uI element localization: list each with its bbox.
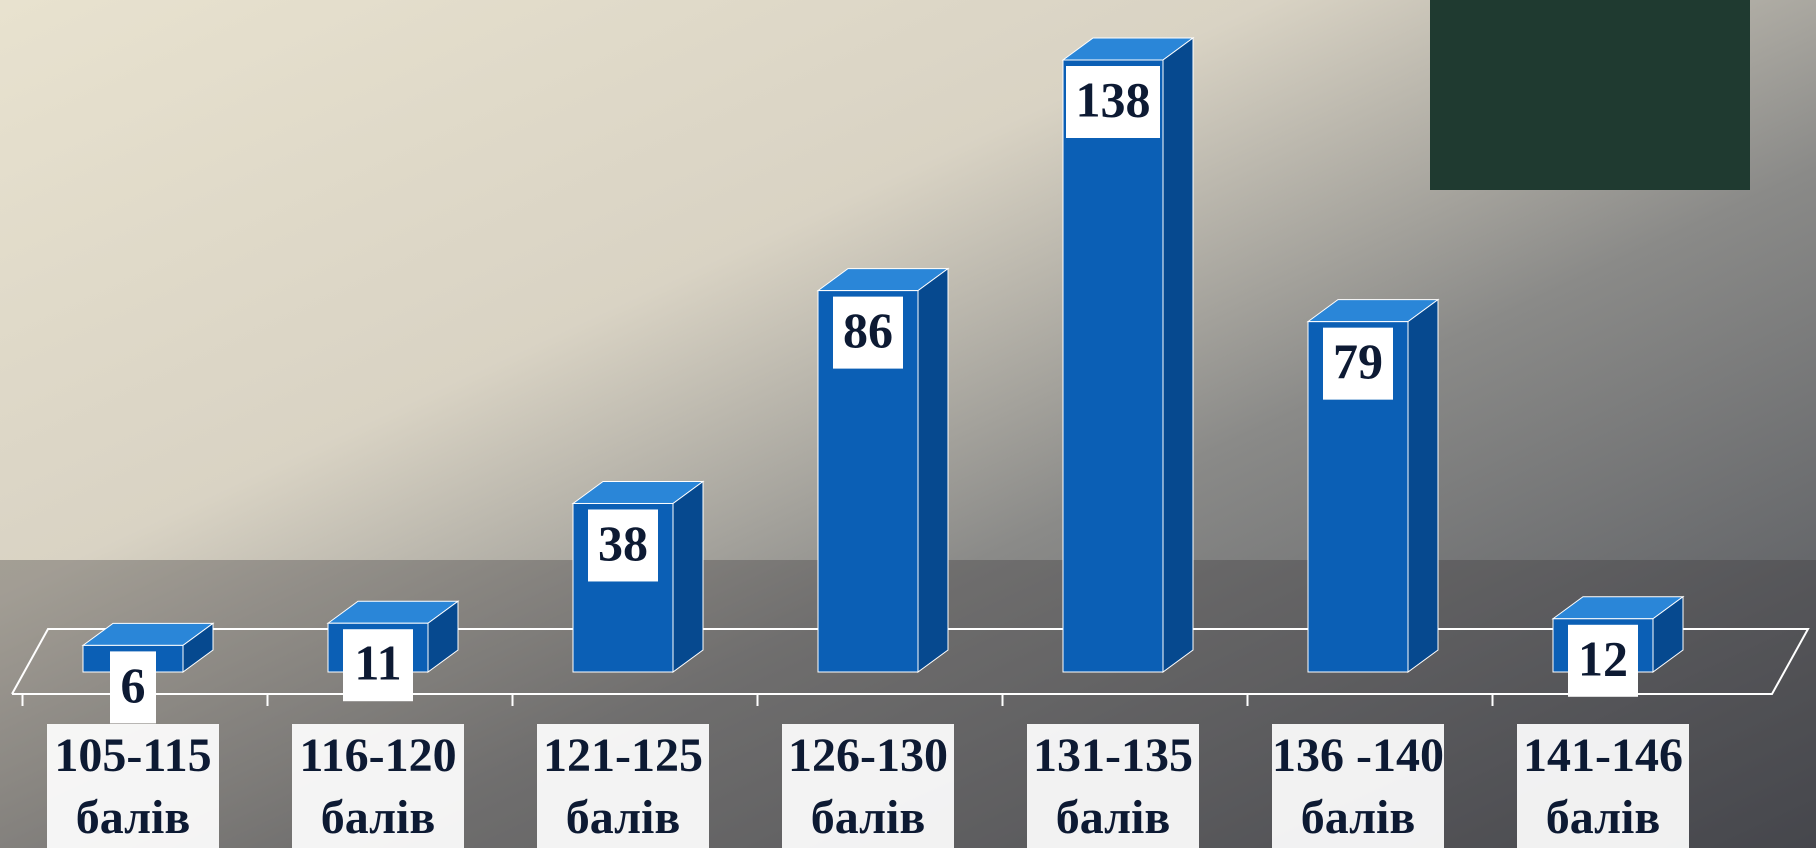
bar-side — [1163, 38, 1193, 672]
category-label-line: 141-146 — [1523, 729, 1683, 782]
category-label-line: 126-130 — [788, 729, 948, 782]
bar-side — [918, 269, 948, 672]
value-label: 38 — [598, 515, 648, 571]
bar-front — [1063, 60, 1163, 672]
bar-side — [1408, 300, 1438, 672]
chart: 6 105-115 балів 11 116-120 балів 38 121-125 балі… — [0, 0, 1816, 848]
value-label: 12 — [1578, 630, 1628, 686]
category-label-line: балів — [566, 791, 681, 844]
category-label-line: 131-135 — [1033, 729, 1193, 782]
category-label-line: балів — [1056, 791, 1171, 844]
category-label-line: балів — [76, 791, 191, 844]
value-label: 86 — [843, 302, 893, 358]
category-label-line: 116-120 — [299, 729, 456, 782]
category-label-line: 121-125 — [543, 729, 703, 782]
bar-side — [673, 481, 703, 672]
category-label-line: балів — [1546, 791, 1661, 844]
value-label: 79 — [1333, 333, 1383, 389]
value-label: 11 — [354, 635, 401, 691]
category-label-line: балів — [811, 791, 926, 844]
value-label: 138 — [1076, 71, 1151, 127]
category-label-line: балів — [321, 791, 436, 844]
category-label-line: 136 -140 — [1272, 729, 1444, 782]
category-label-line: балів — [1301, 791, 1416, 844]
blackboard — [1430, 0, 1750, 190]
category-label-line: 105-115 — [54, 729, 211, 782]
value-label: 6 — [121, 657, 146, 713]
